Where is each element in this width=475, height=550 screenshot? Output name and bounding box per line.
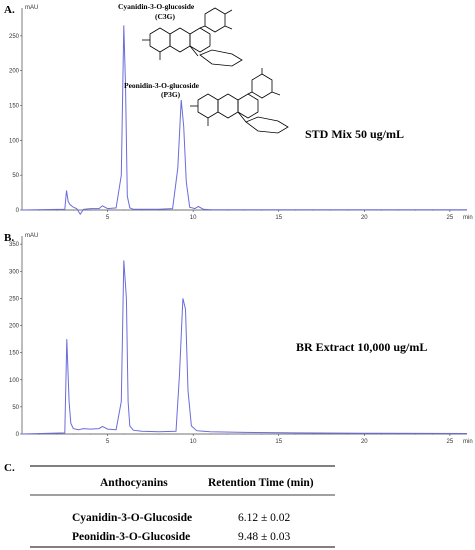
- x-tick-label: 20: [361, 215, 368, 221]
- x-tick-label: 20: [361, 439, 368, 445]
- panel-c-label: C.: [4, 462, 15, 474]
- x-tick-label: 15: [275, 215, 282, 221]
- peak-label-p3g-short: (P3G): [161, 90, 181, 99]
- y-tick-label: 0: [16, 432, 20, 438]
- y-tick-label: 150: [9, 104, 20, 110]
- sample-label-b: BR Extract 10,000 ug/mL: [296, 340, 427, 354]
- peak-label-c3g-name: Cyanidin-3-O-glucoside: [118, 2, 195, 11]
- x-tick-label: 25: [447, 439, 454, 445]
- x-axis-unit: min: [463, 439, 473, 445]
- peak-label-c3g-short: (C3G): [155, 12, 175, 21]
- x-tick-label: 5: [106, 439, 110, 445]
- y-tick-label: 150: [9, 351, 20, 357]
- chromatogram-a: mAU 0 50 100 150 200 250 5 10 15 20 25 min: [9, 5, 473, 221]
- table-row-compound-1: Cyanidin-3-O-Glucoside: [72, 512, 192, 524]
- chromatogram-trace: [21, 260, 468, 435]
- y-axis-unit: mAU: [25, 233, 38, 239]
- y-axis-unit: mAU: [25, 5, 38, 11]
- y-tick-label: 100: [9, 138, 20, 144]
- y-tick-label: 0: [16, 208, 20, 214]
- table-header-time: Retention Time (min): [208, 477, 314, 489]
- y-tick-label: 250: [9, 34, 20, 40]
- peak-label-p3g-name: Peonidin-3-O-glucoside: [124, 81, 200, 90]
- chromatogram-trace: [21, 25, 467, 216]
- y-tick-label: 250: [9, 296, 20, 302]
- x-tick-label: 5: [106, 215, 110, 221]
- retention-time-table: Anthocyanins Retention Time (min) Cyanid…: [30, 465, 335, 548]
- x-tick-label: 10: [190, 215, 197, 221]
- panel-b-label: B.: [4, 232, 14, 244]
- x-tick-label: 10: [190, 439, 197, 445]
- y-tick-label: 350: [9, 242, 20, 248]
- x-tick-label: 15: [275, 439, 282, 445]
- y-tick-label: 300: [9, 269, 20, 275]
- panel-a-label: A.: [4, 4, 15, 16]
- table-header-compound: Anthocyanins: [100, 477, 168, 489]
- y-tick-label: 50: [12, 405, 19, 411]
- y-tick-label: 200: [9, 69, 20, 75]
- chromatogram-b: mAU 0 50 100 150 200 250 300 350 5 10 15 20 25 min: [9, 233, 473, 445]
- x-tick-label: 25: [447, 215, 454, 221]
- y-tick-label: 50: [12, 173, 19, 179]
- sample-label-a: STD Mix 50 ug/mL: [305, 127, 404, 141]
- y-tick-label: 200: [9, 324, 20, 330]
- table-row-time-2: 9.48 ± 0.03: [238, 531, 291, 543]
- c3g-structure-drawing: [142, 7, 243, 67]
- y-tick-label: 100: [9, 378, 20, 384]
- table-row-time-1: 6.12 ± 0.02: [238, 512, 291, 524]
- table-row-compound-2: Peonidin-3-O-Glucoside: [72, 531, 190, 543]
- x-axis-unit: min: [463, 215, 473, 221]
- p3g-structure-drawing: [190, 68, 289, 134]
